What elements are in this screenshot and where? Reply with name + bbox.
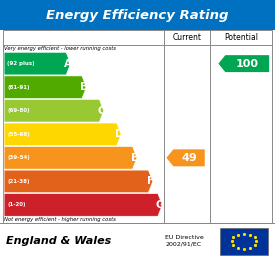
Polygon shape <box>4 147 137 169</box>
FancyBboxPatch shape <box>0 0 275 30</box>
Text: Very energy efficient - lower running costs: Very energy efficient - lower running co… <box>4 46 116 51</box>
Polygon shape <box>4 123 121 146</box>
Polygon shape <box>166 149 205 166</box>
Polygon shape <box>4 76 86 99</box>
Text: Not energy efficient - higher running costs: Not energy efficient - higher running co… <box>4 217 116 222</box>
Polygon shape <box>4 194 162 216</box>
Text: (81-91): (81-91) <box>7 85 30 90</box>
Text: F: F <box>147 176 154 186</box>
Text: G: G <box>156 200 164 210</box>
Text: Current: Current <box>172 34 202 42</box>
Text: (92 plus): (92 plus) <box>7 61 35 66</box>
Text: (1-20): (1-20) <box>7 203 26 207</box>
Text: (39-54): (39-54) <box>7 155 30 160</box>
Polygon shape <box>4 170 153 193</box>
Text: A: A <box>64 59 72 69</box>
Text: C: C <box>98 106 105 116</box>
Text: E: E <box>131 153 138 163</box>
FancyBboxPatch shape <box>3 30 272 223</box>
Polygon shape <box>4 52 70 75</box>
Text: EU Directive
2002/91/EC: EU Directive 2002/91/EC <box>165 235 204 247</box>
Text: (55-68): (55-68) <box>7 132 30 137</box>
Text: (21-38): (21-38) <box>7 179 30 184</box>
Text: Potential: Potential <box>224 34 258 42</box>
Text: D: D <box>115 129 123 139</box>
FancyBboxPatch shape <box>220 228 268 255</box>
Text: Energy Efficiency Rating: Energy Efficiency Rating <box>46 9 229 22</box>
Text: (69-80): (69-80) <box>7 108 30 113</box>
Polygon shape <box>4 100 104 122</box>
Text: England & Wales: England & Wales <box>6 236 111 246</box>
Text: B: B <box>80 82 88 92</box>
Text: 49: 49 <box>181 153 197 163</box>
Polygon shape <box>218 55 269 72</box>
Text: 100: 100 <box>236 59 259 69</box>
